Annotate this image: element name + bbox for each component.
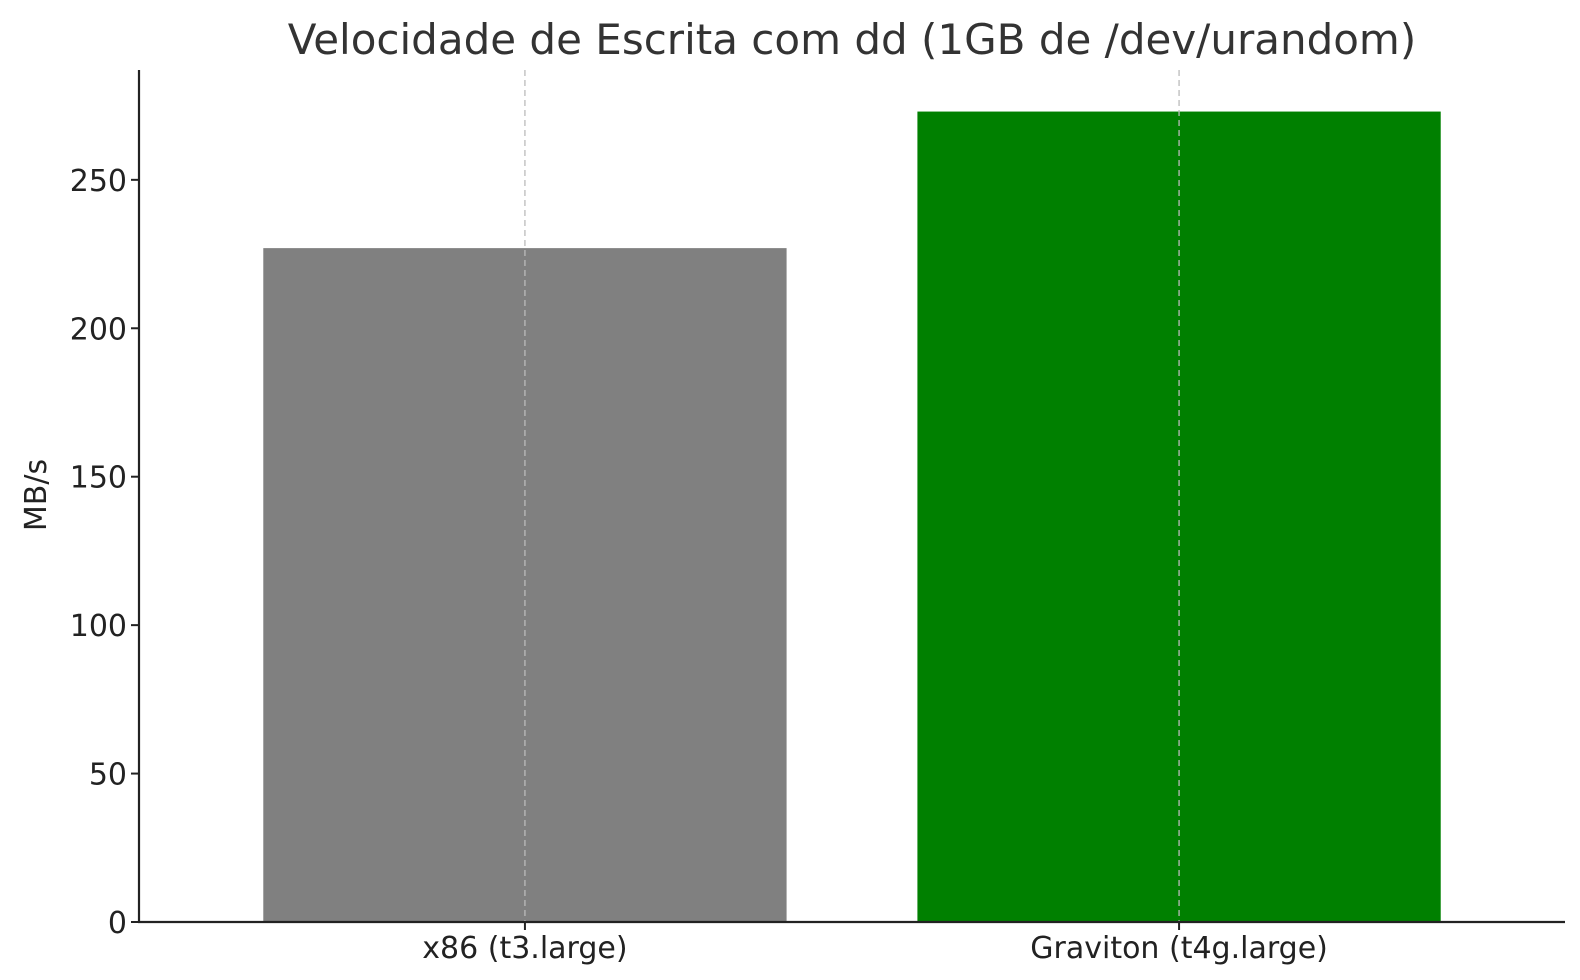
bars-group <box>263 111 1441 922</box>
x-tick-label-0: x86 (t3.large) <box>422 931 627 966</box>
y-tick-label-1: 50 <box>89 758 127 793</box>
y-ticks-group: 0 50 100 150 200 250 <box>70 164 139 941</box>
y-tick-label-2: 100 <box>70 609 127 644</box>
x-tick-label-1: Graviton (t4g.large) <box>1030 931 1328 966</box>
y-tick-label-3: 150 <box>70 461 127 496</box>
grid-group <box>524 70 1180 922</box>
y-tick-label-4: 200 <box>70 312 127 347</box>
y-axis-label: MB/s <box>19 459 54 531</box>
y-tick-label-0: 0 <box>108 906 127 941</box>
x-ticks-group: x86 (t3.large) Graviton (t4g.large) <box>422 922 1328 966</box>
y-tick-label-5: 250 <box>70 164 127 199</box>
chart-title: Velocidade de Escrita com dd (1GB de /de… <box>288 15 1416 64</box>
bar-1 <box>917 111 1441 922</box>
